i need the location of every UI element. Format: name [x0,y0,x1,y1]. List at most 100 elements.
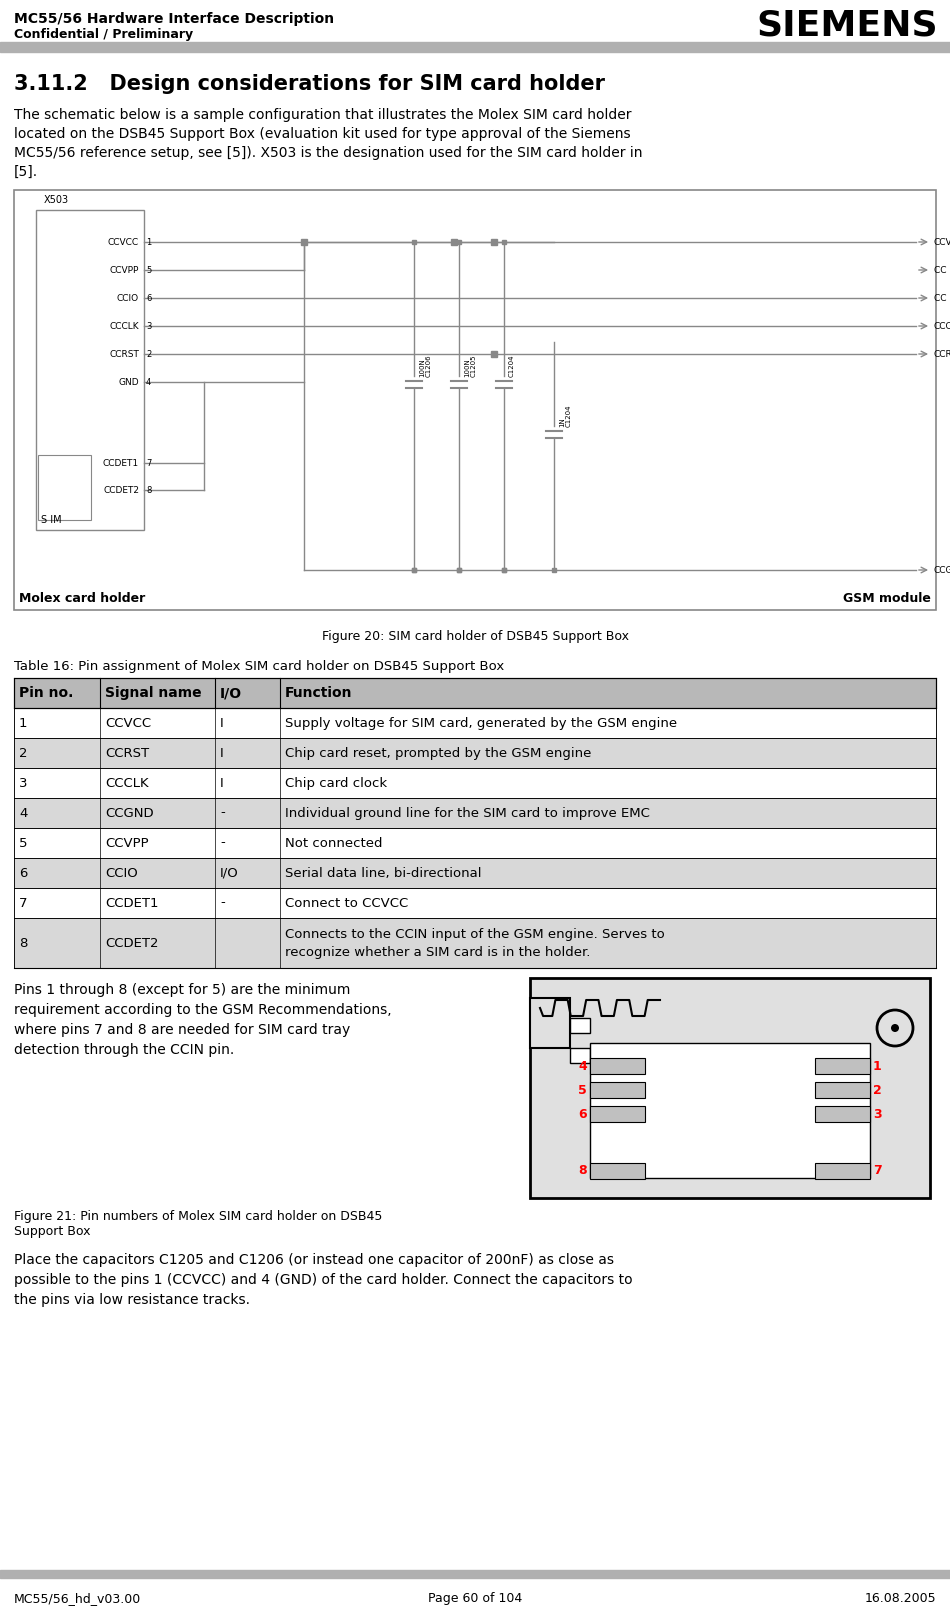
Text: Place the capacitors C1205 and C1206 (or instead one capacitor of 200nF) as clos: Place the capacitors C1205 and C1206 (or… [14,1252,614,1267]
Text: 8: 8 [19,937,28,950]
Bar [815,1082,870,1099]
Text: Table 16: Pin assignment of Molex SIM card holder on DSB45 Support Box: Table 16: Pin assignment of Molex SIM ca… [14,660,504,673]
Text: CCVCC: CCVCC [108,238,139,246]
Text: MC55/56 Hardware Interface Description: MC55/56 Hardware Interface Description [14,11,334,26]
Text: -: - [220,837,225,849]
Circle shape [877,1010,913,1045]
Text: Signal name: Signal name [105,686,201,701]
Text: Support Box: Support Box [14,1225,90,1238]
Text: 3: 3 [873,1107,882,1121]
Text: CCCLK: CCCLK [105,777,148,790]
Text: CCDET1: CCDET1 [105,896,159,909]
Bar [570,1048,590,1063]
Text: CC IO: CC IO [934,293,950,303]
Bar [815,1058,870,1074]
Text: GND: GND [119,377,139,387]
Bar [590,1082,645,1099]
Text: Chip card reset, prompted by the GSM engine: Chip card reset, prompted by the GSM eng… [285,746,591,759]
Text: C1204: C1204 [509,354,515,377]
Text: I/O: I/O [220,686,242,701]
Bar [0,42,950,52]
Bar [590,1044,870,1178]
Text: CCDET2: CCDET2 [105,937,159,950]
Bar [530,977,930,1197]
Text: I: I [220,746,224,759]
Text: where pins 7 and 8 are needed for SIM card tray: where pins 7 and 8 are needed for SIM ca… [14,1023,351,1037]
Text: 5: 5 [579,1084,587,1097]
Text: 1: 1 [19,717,28,730]
Text: 7: 7 [19,896,28,909]
Bar [590,1058,645,1074]
Text: 2: 2 [146,349,151,359]
Text: Molex card holder: Molex card holder [19,592,145,605]
Text: Chip card clock: Chip card clock [285,777,388,790]
Bar [530,998,570,1048]
Bar [590,1163,645,1180]
Text: CCVPP: CCVPP [109,265,139,275]
Text: 2: 2 [873,1084,882,1097]
Text: CCRST: CCRST [109,349,139,359]
Text: I/O: I/O [220,867,238,880]
Text: S IM: S IM [41,515,62,524]
Text: [5].: [5]. [14,165,38,180]
Text: Serial data line, bi-directional: Serial data line, bi-directional [285,867,482,880]
Text: CCCLK: CCCLK [934,322,950,330]
Text: CCDET2: CCDET2 [103,485,139,495]
Bar [14,678,936,709]
Text: 6: 6 [146,293,151,303]
Text: possible to the pins 1 (CCVCC) and 4 (GND) of the card holder. Connect the capac: possible to the pins 1 (CCVCC) and 4 (GN… [14,1273,633,1286]
Text: MC55/56 reference setup, see [5]). X503 is the designation used for the SIM card: MC55/56 reference setup, see [5]). X503 … [14,146,642,160]
Text: 4: 4 [19,806,28,819]
Text: detection through the CCIN pin.: detection through the CCIN pin. [14,1044,235,1057]
Text: 3: 3 [146,322,151,330]
Bar [815,1107,870,1121]
Text: X503: X503 [44,196,69,205]
Text: Page 60 of 104: Page 60 of 104 [428,1592,522,1605]
Text: Connects to the CCIN input of the GSM engine. Serves to: Connects to the CCIN input of the GSM en… [285,929,665,942]
Text: requirement according to the GSM Recommendations,: requirement according to the GSM Recomme… [14,1003,391,1018]
Text: 3.11.2   Design considerations for SIM card holder: 3.11.2 Design considerations for SIM car… [14,74,605,94]
Text: Figure 21: Pin numbers of Molex SIM card holder on DSB45: Figure 21: Pin numbers of Molex SIM card… [14,1210,382,1223]
Text: -: - [220,806,225,819]
Bar [14,738,936,769]
Text: 6: 6 [19,867,28,880]
Bar [815,1163,870,1180]
Bar [14,709,936,738]
Text: MC55/56_hd_v03.00: MC55/56_hd_v03.00 [14,1592,142,1605]
Text: I: I [220,717,224,730]
Text: Connect to CCVCC: Connect to CCVCC [285,896,408,909]
Bar [14,828,936,858]
Text: 1N
C1204: 1N C1204 [559,404,572,427]
Text: Individual ground line for the SIM card to improve EMC: Individual ground line for the SIM card … [285,806,650,819]
Bar [590,1107,645,1121]
Text: the pins via low resistance tracks.: the pins via low resistance tracks. [14,1293,250,1307]
Bar [14,769,936,798]
Text: 3: 3 [19,777,28,790]
Text: CC IN: CC IN [934,265,950,275]
Bar [36,210,144,531]
Text: Not connected: Not connected [285,837,383,849]
Text: 7: 7 [146,458,151,468]
Bar [14,189,936,610]
Circle shape [891,1024,899,1032]
Text: SIEMENS: SIEMENS [756,8,938,42]
Text: CCRST: CCRST [105,746,149,759]
Text: 5: 5 [146,265,151,275]
Text: 2: 2 [19,746,28,759]
Text: -: - [220,896,225,909]
Text: 8: 8 [146,485,151,495]
Text: 100N
C1206: 100N C1206 [419,354,432,377]
Text: Pin no.: Pin no. [19,686,73,701]
Bar [14,888,936,917]
Text: CCDET1: CCDET1 [103,458,139,468]
Text: 16.08.2005: 16.08.2005 [864,1592,936,1605]
Text: CCVCC: CCVCC [105,717,151,730]
Text: CCGND: CCGND [934,566,950,574]
Text: The schematic below is a sample configuration that illustrates the Molex SIM car: The schematic below is a sample configur… [14,108,632,121]
Text: Pins 1 through 8 (except for 5) are the minimum: Pins 1 through 8 (except for 5) are the … [14,984,351,997]
Text: Confidential / Preliminary: Confidential / Preliminary [14,28,193,40]
Text: 7: 7 [873,1165,882,1178]
Text: recognize whether a SIM card is in the holder.: recognize whether a SIM card is in the h… [285,947,590,959]
Text: 5: 5 [19,837,28,849]
Text: CCGND: CCGND [105,806,154,819]
